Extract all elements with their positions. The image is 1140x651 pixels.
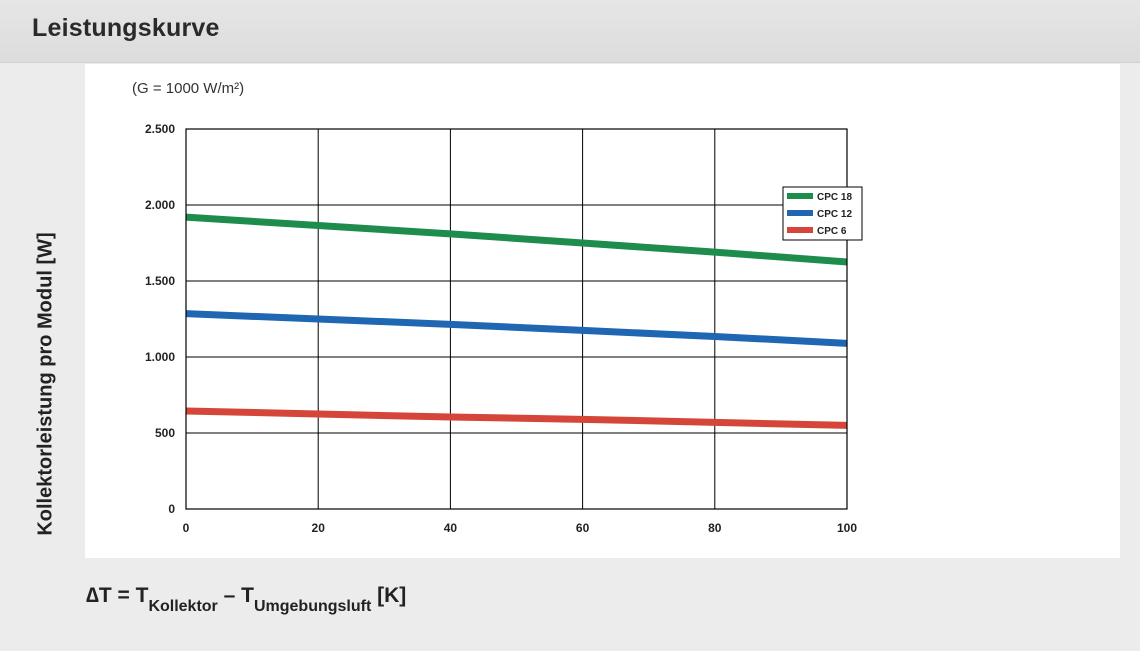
series-line-cpc-18 — [185, 213, 848, 266]
legend: CPC 18 CPC 12 CPC 6 — [782, 186, 863, 241]
chart-subtitle: (G = 1000 W/m²) — [132, 80, 244, 97]
legend-swatch — [787, 193, 813, 199]
y-tick-label: 2.000 — [145, 198, 175, 212]
legend-swatch — [787, 227, 813, 233]
legend-label: CPC 6 — [817, 226, 847, 237]
x-tick-label: 60 — [576, 521, 590, 535]
x-axis-title-tail: [K] — [371, 584, 407, 607]
x-tick-label: 20 — [312, 521, 326, 535]
series-line-cpc-6 — [185, 407, 848, 429]
chart-panel — [85, 64, 1120, 558]
x-tick-label: 40 — [444, 521, 458, 535]
y-tick-label: 2.500 — [145, 122, 175, 136]
header-bar: Leistungskurve — [0, 0, 1140, 63]
legend-label: CPC 18 — [817, 192, 852, 203]
y-tick-label: 1.500 — [145, 274, 175, 288]
series-line-cpc-12 — [185, 310, 848, 347]
tick-labels: 0 20 40 60 80 100 0 500 1.000 1.500 2.000 2.500 — [145, 122, 857, 535]
legend-label: CPC 12 — [817, 209, 852, 220]
x-tick-label: 80 — [708, 521, 722, 535]
y-tick-label: 0 — [168, 502, 175, 516]
x-tick-label: 0 — [183, 521, 190, 535]
x-axis-title-mid: – T — [217, 584, 254, 607]
legend-swatch — [787, 210, 813, 216]
y-tick-label: 500 — [155, 426, 175, 440]
page-title: Leistungskurve — [32, 14, 220, 42]
plot-frame — [185, 128, 848, 510]
x-tick-label: 100 — [837, 521, 857, 535]
x-axis-title-sub-umgebungsluft: Umgebungsluft — [253, 598, 372, 615]
y-tick-label: 1.000 — [145, 350, 175, 364]
x-axis-title-lead: ∆T = T — [86, 584, 149, 607]
x-axis-title-sub-kollektor: Kollektor — [148, 598, 218, 615]
x-axis-title: ∆T = TKollektor – TUmgebungsluft [K] — [86, 584, 407, 615]
series-lines — [185, 213, 848, 429]
